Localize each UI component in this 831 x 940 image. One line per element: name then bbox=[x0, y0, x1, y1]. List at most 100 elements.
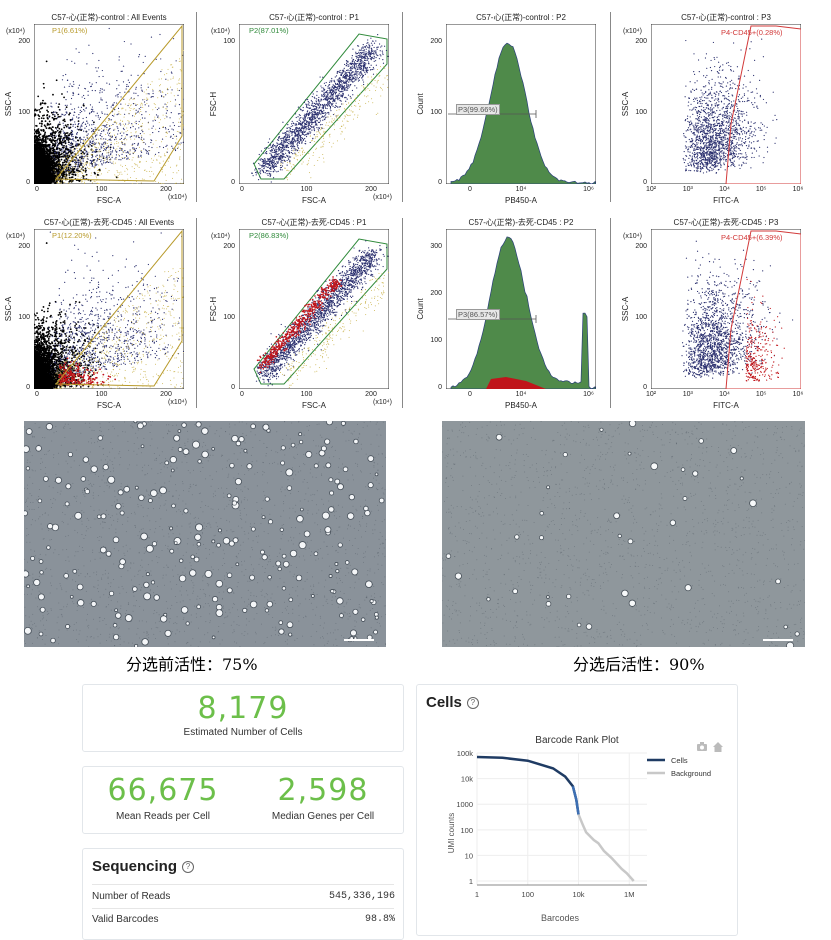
x-exponent-label: (x10⁴) bbox=[373, 399, 392, 406]
flow-plot bbox=[34, 24, 184, 184]
gate-label: P2(87.01%) bbox=[249, 26, 289, 35]
x-tick-label: 10k bbox=[572, 890, 584, 899]
y-tick-label: 100 bbox=[18, 109, 30, 116]
x-axis-label: FSC-A bbox=[97, 401, 121, 410]
x-exponent-label: (x10⁴) bbox=[168, 399, 187, 406]
y-exponent-label: (x10⁴) bbox=[211, 233, 230, 240]
camera-icon[interactable] bbox=[697, 742, 707, 751]
y-tick-label: 100 bbox=[223, 38, 235, 45]
estimated-cells-label: Estimated Number of Cells bbox=[83, 727, 403, 738]
estimated-cells-value: 8,179 bbox=[83, 691, 403, 726]
x-axis-label: FSC-A bbox=[97, 196, 121, 205]
x-tick-label: 0 bbox=[468, 391, 472, 398]
y-tick-label: 10k bbox=[461, 775, 473, 784]
y-axis-label: Count bbox=[416, 93, 425, 114]
x-tick-label: 100 bbox=[521, 890, 534, 899]
number-of-reads-value: 545,336,196 bbox=[329, 891, 395, 902]
y-tick-label: 200 bbox=[635, 243, 647, 250]
gate-label: P2(86.83%) bbox=[249, 231, 289, 240]
y-tick-label: 100k bbox=[457, 749, 474, 758]
y-tick-label: 0 bbox=[26, 384, 30, 391]
x-tick-label: 0 bbox=[240, 186, 244, 193]
flow-plot bbox=[34, 229, 184, 389]
y-tick-label: 200 bbox=[430, 38, 442, 45]
x-tick-label: 100 bbox=[96, 186, 108, 193]
x-axis-label: FITC-A bbox=[713, 196, 739, 205]
microscopy-before-image bbox=[24, 421, 386, 647]
x-tick-label: 10² bbox=[646, 391, 656, 398]
x-tick-label: 0 bbox=[35, 186, 39, 193]
home-icon[interactable] bbox=[713, 742, 723, 752]
panel-separator bbox=[402, 12, 403, 202]
valid-barcodes-label: Valid Barcodes bbox=[92, 914, 159, 925]
x-tick-label: 100 bbox=[301, 391, 313, 398]
x-tick-label: 10⁵ bbox=[756, 186, 767, 193]
help-icon[interactable]: ? bbox=[182, 861, 194, 873]
y-tick-label: 200 bbox=[430, 290, 442, 297]
x-axis-label: FITC-A bbox=[713, 401, 739, 410]
divider bbox=[92, 908, 394, 909]
x-tick-label: 10⁶ bbox=[793, 186, 804, 193]
y-tick-label: 200 bbox=[635, 38, 647, 45]
number-of-reads-label: Number of Reads bbox=[92, 891, 170, 902]
flow-panel-title: C57-心(正常)-control : All Events bbox=[51, 12, 166, 23]
y-tick-label: 100 bbox=[223, 314, 235, 321]
mean-reads-value: 66,675 bbox=[83, 773, 243, 808]
flow-panel-title: C57-心(正常)-control : P1 bbox=[269, 12, 359, 23]
caption-before-sorting: 分选前活性：75% bbox=[126, 651, 258, 675]
x-tick-label: 200 bbox=[365, 391, 377, 398]
y-tick-label: 0 bbox=[643, 179, 647, 186]
x-tick-label: 10⁶ bbox=[583, 186, 594, 193]
x-tick-label: 200 bbox=[365, 186, 377, 193]
y-tick-label: 1000 bbox=[456, 800, 473, 809]
y-tick-label: 0 bbox=[231, 179, 235, 186]
mean-reads-label: Mean Reads per Cell bbox=[83, 811, 243, 822]
flow-plot bbox=[651, 24, 801, 184]
valid-barcodes-value: 98.8% bbox=[365, 914, 395, 925]
y-tick-label: 0 bbox=[438, 384, 442, 391]
flow-panel-title: C57-心(正常)-去死-CD45 : P1 bbox=[262, 217, 367, 228]
x-axis-label: FSC-A bbox=[302, 196, 326, 205]
reads-genes-card: 66,675 Mean Reads per Cell 2,598 Median … bbox=[82, 766, 404, 834]
microscopy-after-image bbox=[442, 421, 805, 647]
plot-frame bbox=[239, 24, 389, 184]
x-tick-label: 10⁶ bbox=[583, 391, 594, 398]
y-axis-label: FSC-H bbox=[209, 92, 218, 116]
y-tick-label: 1 bbox=[469, 877, 473, 886]
divider bbox=[92, 884, 394, 885]
x-tick-label: 1M bbox=[624, 890, 634, 899]
x-tick-label: 10² bbox=[646, 186, 656, 193]
x-tick-label: 10³ bbox=[683, 391, 693, 398]
x-tick-label: 10⁴ bbox=[719, 186, 730, 193]
y-axis-label: Count bbox=[416, 298, 425, 319]
x-tick-label: 10⁴ bbox=[719, 391, 730, 398]
y-tick-label: 0 bbox=[26, 179, 30, 186]
x-tick-label: 0 bbox=[35, 391, 39, 398]
x-exponent-label: (x10⁴) bbox=[168, 194, 187, 201]
legend-cells-label: Cells bbox=[671, 756, 688, 765]
flow-plot bbox=[239, 24, 389, 184]
flow-plot bbox=[651, 229, 801, 389]
y-tick-label: 10 bbox=[465, 851, 473, 860]
gate-label: P4-CD45+(0.28%) bbox=[721, 28, 783, 37]
y-tick-label: 200 bbox=[18, 243, 30, 250]
y-tick-label: 0 bbox=[231, 384, 235, 391]
x-axis-label: PB450-A bbox=[505, 401, 537, 410]
y-tick-label: 200 bbox=[223, 243, 235, 250]
y-exponent-label: (x10⁴) bbox=[6, 233, 25, 240]
legend-background-label: Background bbox=[671, 769, 711, 778]
y-tick-label: 100 bbox=[430, 109, 442, 116]
caption-after-sorting: 分选后活性：90% bbox=[573, 651, 705, 675]
y-axis-label: UMI counts bbox=[447, 813, 456, 853]
y-tick-label: 100 bbox=[430, 337, 442, 344]
y-tick-label: 100 bbox=[635, 109, 647, 116]
y-axis-label: SSC-A bbox=[4, 92, 13, 116]
x-tick-label: 200 bbox=[160, 391, 172, 398]
panel-separator bbox=[610, 12, 611, 202]
sequencing-card: Sequencing? Number of Reads 545,336,196 … bbox=[82, 848, 404, 940]
estimated-cells-card: 8,179 Estimated Number of Cells bbox=[82, 684, 404, 752]
sequencing-header-text: Sequencing bbox=[92, 858, 177, 875]
median-genes-label: Median Genes per Cell bbox=[243, 811, 403, 822]
x-axis-label: Barcodes bbox=[541, 913, 580, 923]
